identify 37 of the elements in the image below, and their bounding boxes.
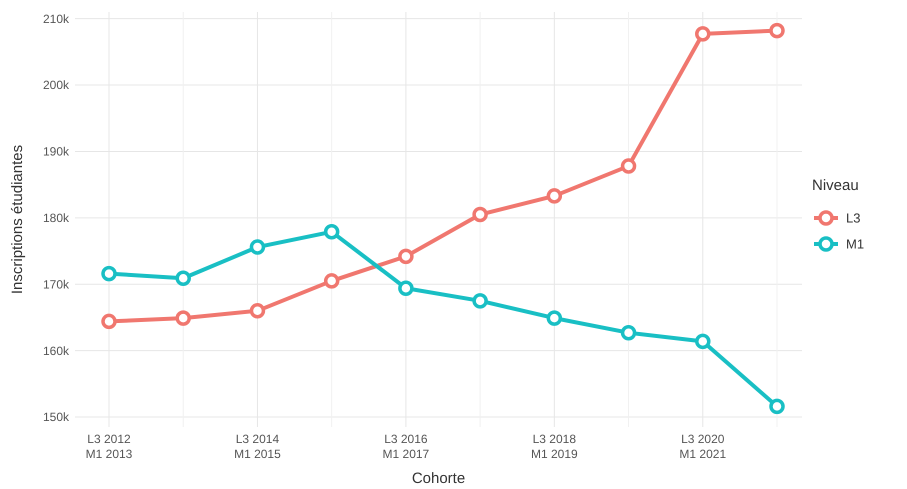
point — [546, 310, 562, 326]
point — [101, 314, 117, 330]
point — [472, 293, 488, 309]
x-tick-label: L3 2016 M1 2017 — [382, 432, 430, 461]
x-tick-label: L3 2018 M1 2019 — [530, 432, 578, 461]
point — [101, 266, 117, 282]
point — [250, 239, 266, 255]
point — [398, 280, 414, 296]
y-tick-label: 170k — [42, 277, 70, 292]
point — [695, 334, 711, 350]
y-tick-label: 200k — [42, 78, 70, 92]
x-tick-label: L3 2020 M1 2021 — [679, 432, 726, 461]
y-tick-label: 210k — [42, 12, 70, 26]
x-tick-label: L3 2014 M1 2015 — [234, 432, 282, 461]
point — [620, 158, 636, 174]
y-tick-label: 180k — [42, 211, 70, 226]
point — [695, 26, 711, 42]
point — [398, 248, 414, 264]
y-tick-label: 150k — [42, 410, 70, 424]
point — [175, 310, 191, 326]
point — [769, 22, 785, 38]
point — [769, 398, 785, 414]
point — [546, 188, 562, 204]
point — [175, 270, 191, 286]
x-axis-title: Cohorte — [412, 470, 466, 487]
point — [324, 273, 340, 289]
y-tick-label: 190k — [42, 144, 70, 159]
x-tick-label: L3 2012 M1 2013 — [86, 432, 133, 461]
point — [472, 206, 488, 222]
point — [620, 324, 636, 340]
legend-title: Niveau — [812, 177, 859, 194]
point — [324, 224, 340, 240]
legend-label: L3 — [846, 210, 860, 226]
point — [250, 303, 266, 319]
y-axis-title: Inscriptions étudiantes — [9, 144, 26, 294]
y-tick-label: 160k — [42, 344, 70, 358]
legend-label: M1 — [846, 236, 864, 252]
